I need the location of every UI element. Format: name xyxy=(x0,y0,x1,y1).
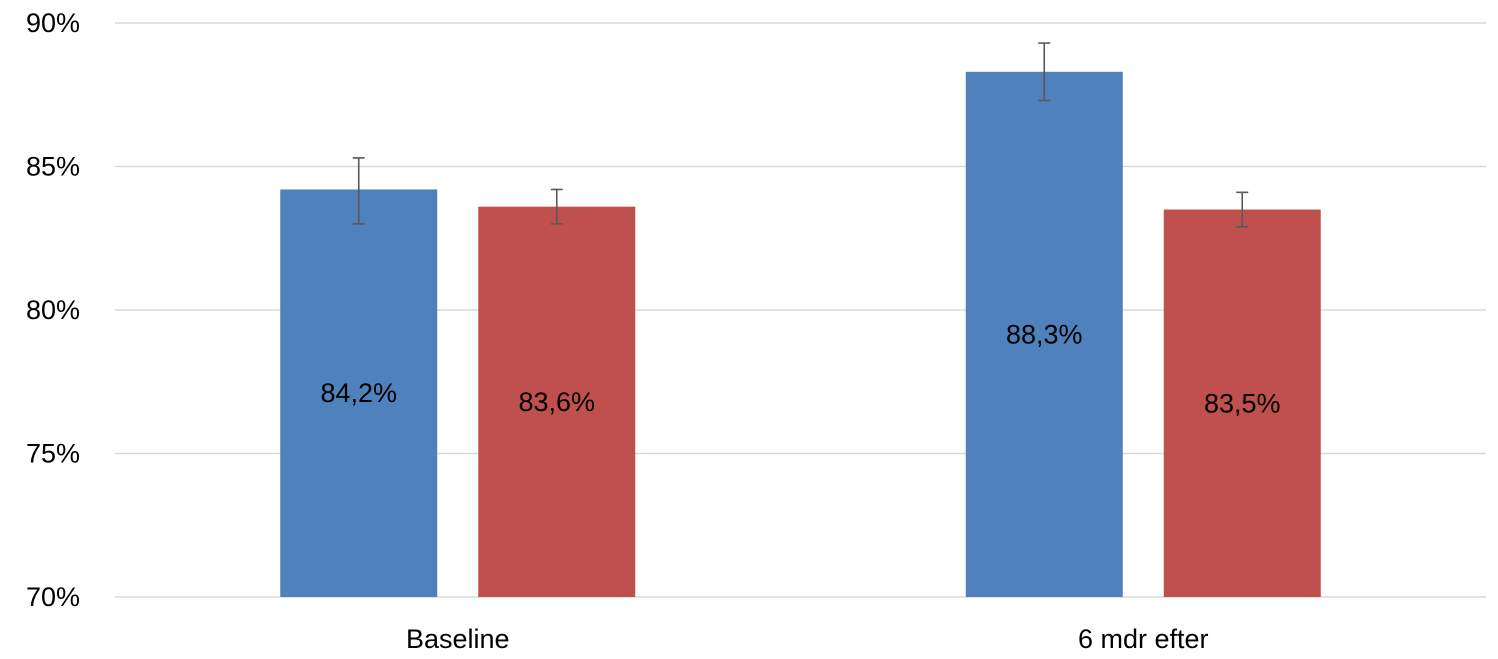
y-tick-label: 70% xyxy=(26,582,80,612)
bar-series-1-1 xyxy=(965,71,1123,598)
data-label: 84,2% xyxy=(320,378,397,408)
bar-series-1-0 xyxy=(280,189,438,597)
data-label: 88,3% xyxy=(1006,319,1083,349)
y-tick-label: 85% xyxy=(26,152,80,182)
bar-series-2-1 xyxy=(1163,209,1321,598)
data-label: 83,6% xyxy=(518,387,595,417)
y-tick-label: 90% xyxy=(26,8,80,38)
y-tick-label: 80% xyxy=(26,295,80,325)
bar-series-2-0 xyxy=(478,206,636,597)
x-category-label: Baseline xyxy=(406,624,510,654)
data-label: 83,5% xyxy=(1204,388,1281,418)
x-category-label: 6 mdr efter xyxy=(1078,624,1209,654)
y-tick-label: 75% xyxy=(26,439,80,469)
